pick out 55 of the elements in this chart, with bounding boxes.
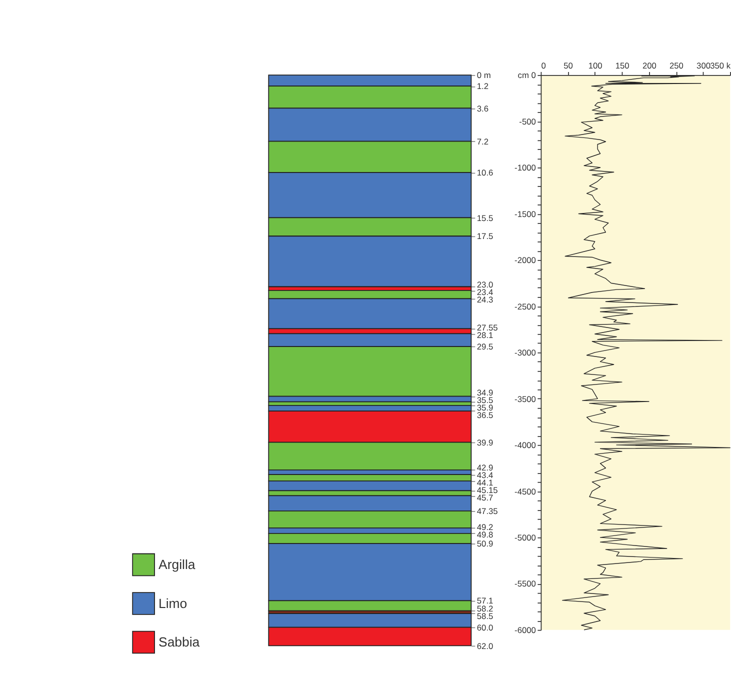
y-tick-label: 0 m: [476, 70, 491, 80]
line-series: [562, 76, 730, 630]
x-tick-label: 50: [564, 60, 574, 70]
x-tick-label: 350 k: [710, 60, 731, 70]
y-tick-label: 42.9: [476, 462, 494, 472]
y-tick-label: 28.1: [476, 330, 494, 340]
y-tick-label: 15.5: [476, 212, 494, 223]
y-tick-label: 1.2: [476, 81, 489, 92]
y-tick-label: -6000: [514, 624, 536, 635]
y-tick-label: 47.35: [476, 506, 498, 516]
y-tick-label: -5000: [514, 532, 536, 542]
y-tick-label: -5500: [514, 578, 536, 589]
y-tick-label: 62.0: [476, 640, 494, 651]
y-tick-label: cm 0: [518, 70, 536, 80]
legend-label: Argilla: [158, 557, 196, 572]
y-tick-label: -1500: [514, 208, 536, 219]
y-tick-label: 57.1: [476, 596, 494, 606]
legend-label: Sabbia: [158, 634, 200, 650]
x-tick-label: 250: [669, 60, 684, 70]
y-tick-label: 23.0: [476, 280, 494, 290]
y-tick-label: 45.7: [476, 492, 494, 502]
y-tick-label: -1000: [514, 162, 536, 173]
y-tick-label: -2000: [514, 255, 536, 266]
y-tick-label: -500: [519, 116, 536, 126]
y-tick-label: 36.5: [476, 410, 494, 420]
y-tick-label: -2500: [514, 301, 536, 312]
x-tick-label: 0: [541, 60, 546, 70]
y-tick-label: 7.2: [476, 136, 489, 146]
y-tick-label: -3000: [514, 348, 536, 358]
y-tick-label: 35.9: [476, 402, 494, 412]
x-tick-label: 100: [588, 60, 603, 70]
x-tick-label: 150: [615, 60, 630, 70]
y-tick-label: 50.9: [476, 538, 494, 549]
x-tick-label: 200: [642, 60, 657, 70]
y-tick-label: 43.4: [476, 470, 494, 480]
y-tick-label: -4500: [514, 486, 536, 496]
y-tick-label: 23.4: [476, 287, 494, 298]
y-tick-label: 58.5: [476, 610, 494, 621]
y-tick-label: 60.0: [476, 622, 494, 632]
y-tick-label: 10.6: [476, 168, 494, 178]
y-tick-label: 3.6: [476, 103, 489, 114]
y-tick-label: -3500: [514, 394, 536, 404]
y-tick-label: 58.2: [476, 603, 494, 614]
legend-label: Limo: [158, 596, 188, 611]
x-tick-label: 300: [696, 60, 711, 70]
y-tick-label: -4000: [514, 440, 536, 450]
y-tick-label: 27.55: [476, 322, 498, 332]
y-tick-label: 49.8: [476, 530, 494, 540]
y-tick-label: 39.9: [476, 437, 494, 448]
y-tick-label: 17.5: [476, 231, 494, 242]
y-tick-label: 44.1: [476, 477, 494, 488]
y-tick-label: 45.15: [476, 484, 498, 495]
y-tick-label: 49.2: [476, 522, 494, 532]
y-tick-label: 24.3: [476, 294, 494, 305]
y-tick-label: 29.5: [476, 342, 494, 352]
